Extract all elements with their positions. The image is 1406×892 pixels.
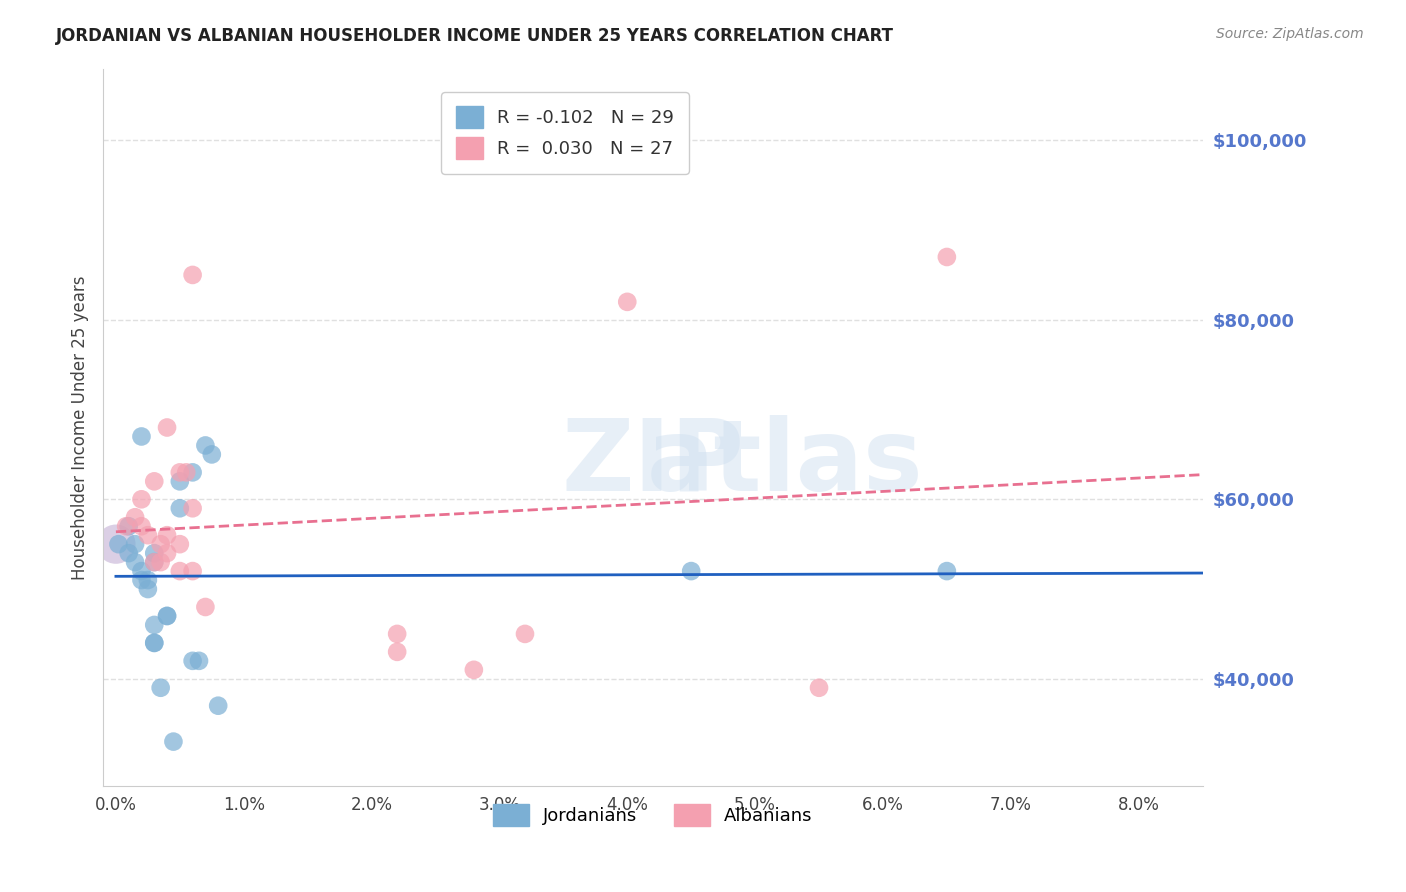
Text: JORDANIAN VS ALBANIAN HOUSEHOLDER INCOME UNDER 25 YEARS CORRELATION CHART: JORDANIAN VS ALBANIAN HOUSEHOLDER INCOME… xyxy=(56,27,894,45)
Point xyxy=(124,510,146,524)
Point xyxy=(156,420,179,434)
Point xyxy=(118,519,141,533)
Point xyxy=(385,645,408,659)
Point xyxy=(104,537,127,551)
Point xyxy=(181,268,204,282)
Point xyxy=(385,627,408,641)
Text: Source: ZipAtlas.com: Source: ZipAtlas.com xyxy=(1216,27,1364,41)
Point xyxy=(156,609,179,624)
Point xyxy=(156,528,179,542)
Point xyxy=(169,564,191,578)
Point xyxy=(136,573,159,587)
Point xyxy=(181,654,204,668)
Point xyxy=(124,537,146,551)
Point xyxy=(169,475,191,489)
Point xyxy=(169,537,191,551)
Point xyxy=(681,564,703,578)
Point xyxy=(616,294,638,309)
Legend: Jordanians, Albanians: Jordanians, Albanians xyxy=(484,795,823,835)
Text: ZIP: ZIP xyxy=(561,415,744,512)
Point xyxy=(194,438,217,452)
Point xyxy=(156,546,179,560)
Point xyxy=(131,573,153,587)
Point xyxy=(143,475,166,489)
Point xyxy=(143,636,166,650)
Point xyxy=(181,564,204,578)
Point xyxy=(463,663,485,677)
Point xyxy=(201,447,224,461)
Y-axis label: Householder Income Under 25 years: Householder Income Under 25 years xyxy=(72,276,89,580)
Point xyxy=(513,627,536,641)
Point xyxy=(149,537,172,551)
Point xyxy=(181,466,204,480)
Point xyxy=(169,501,191,516)
Point xyxy=(143,555,166,569)
Point xyxy=(207,698,229,713)
Point xyxy=(131,519,153,533)
Point xyxy=(149,555,172,569)
Point xyxy=(808,681,831,695)
Point xyxy=(131,492,153,507)
Point xyxy=(136,528,159,542)
Point xyxy=(156,609,179,624)
Point xyxy=(162,734,184,748)
Point xyxy=(107,537,129,551)
Point xyxy=(194,599,217,614)
Point xyxy=(136,582,159,596)
Point xyxy=(174,466,197,480)
Point xyxy=(115,519,138,533)
Point xyxy=(143,546,166,560)
Point xyxy=(131,564,153,578)
Point xyxy=(169,466,191,480)
Point xyxy=(143,636,166,650)
Point xyxy=(935,250,957,264)
Point xyxy=(149,681,172,695)
Point xyxy=(131,429,153,443)
Point xyxy=(118,546,141,560)
Point xyxy=(181,501,204,516)
Point xyxy=(188,654,211,668)
Point xyxy=(143,555,166,569)
Text: atlas: atlas xyxy=(647,415,924,512)
Point xyxy=(143,618,166,632)
Point xyxy=(124,555,146,569)
Point xyxy=(935,564,957,578)
